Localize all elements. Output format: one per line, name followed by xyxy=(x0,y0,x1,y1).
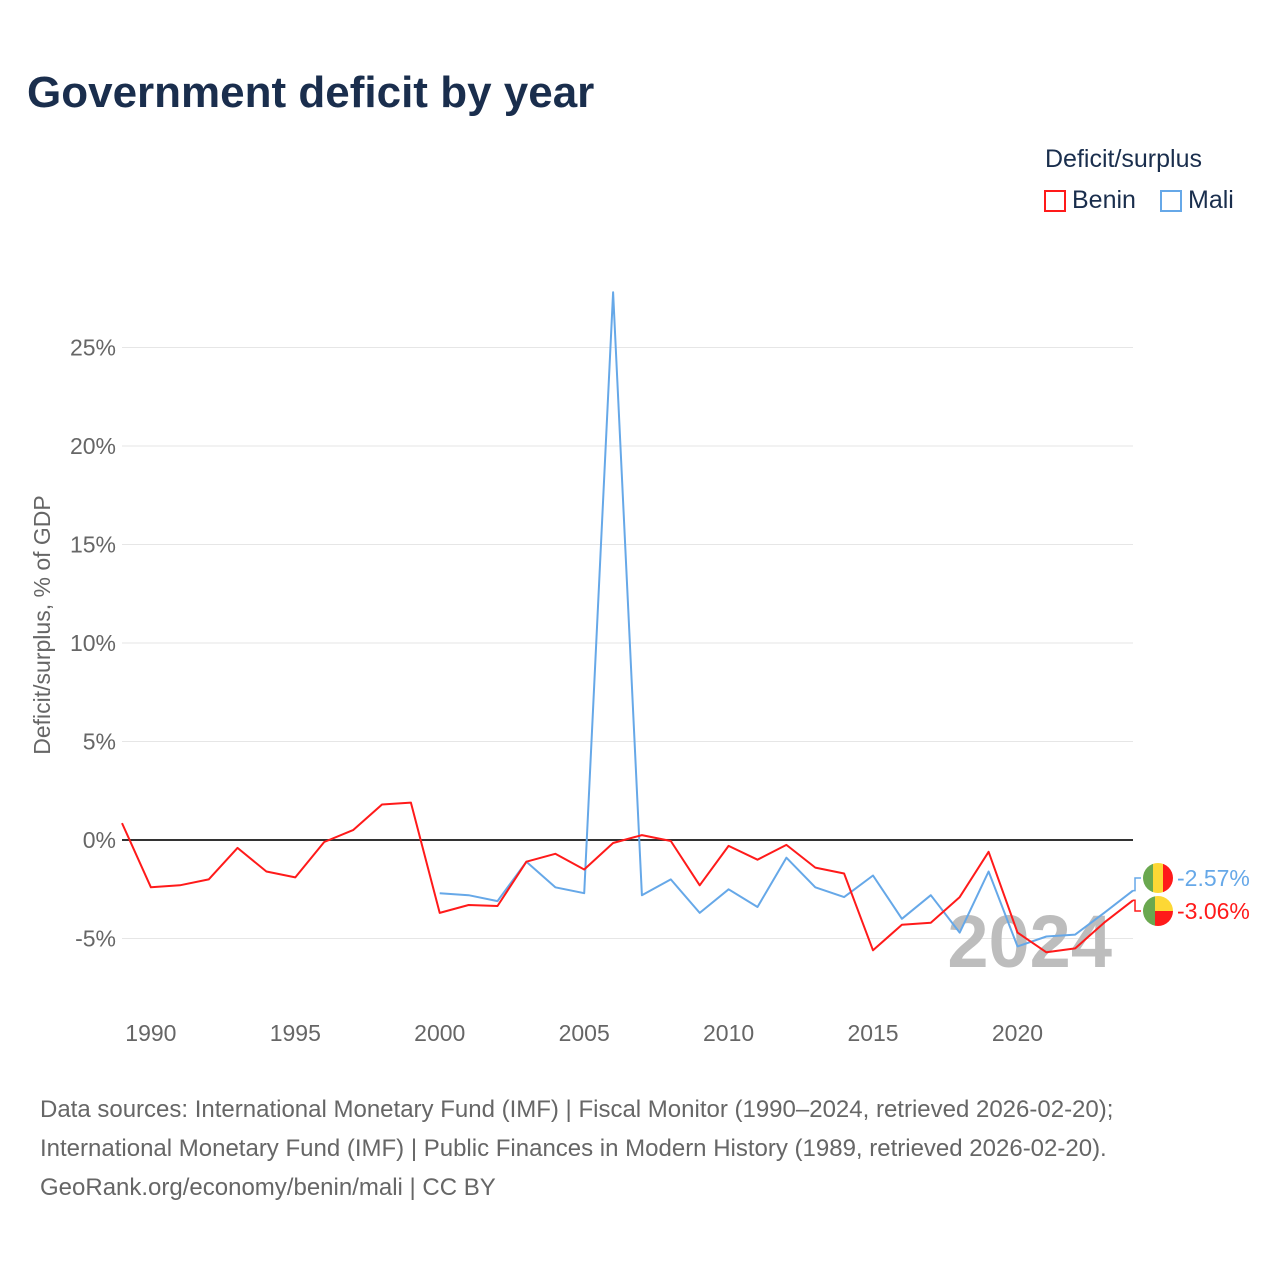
label-connector xyxy=(1133,899,1142,912)
legend-title: Deficit/surplus xyxy=(1045,145,1202,173)
legend-swatch-mali xyxy=(1160,189,1182,212)
mali-flag-icon xyxy=(1143,863,1173,893)
source-line-2: International Monetary Fund (IMF) | Publ… xyxy=(40,1135,1107,1162)
y-tick-label: 0% xyxy=(83,827,116,853)
source-line-1: Data sources: International Monetary Fun… xyxy=(40,1096,1114,1123)
x-tick-label: 1990 xyxy=(125,1020,176,1046)
x-tick-label: 2000 xyxy=(414,1020,465,1046)
series-line-benin xyxy=(121,801,1134,954)
legend-label-benin: Benin xyxy=(1072,186,1136,214)
legend-label-mali: Mali xyxy=(1188,186,1234,214)
end-label-mali: -2.57% xyxy=(1177,865,1250,891)
benin-flag-icon xyxy=(1143,896,1173,926)
footer: Data sources: International Monetary Fun… xyxy=(40,1090,1113,1207)
y-tick-label: 25% xyxy=(70,335,116,361)
x-tick-label: 2020 xyxy=(992,1020,1043,1046)
y-axis-label: Deficit/surplus, % of GDP xyxy=(29,495,55,754)
legend-item-benin[interactable]: Benin xyxy=(1044,186,1136,215)
x-tick-label: 2010 xyxy=(703,1020,754,1046)
y-tick-label: -5% xyxy=(75,926,116,952)
series-line-mali xyxy=(439,291,1134,948)
end-label-benin: -3.06% xyxy=(1177,898,1250,924)
y-tick-label: 15% xyxy=(70,532,116,558)
chart-title: Government deficit by year xyxy=(27,68,595,117)
legend-item-mali[interactable]: Mali xyxy=(1160,186,1234,215)
y-tick-label: 10% xyxy=(70,630,116,656)
label-connector xyxy=(1133,877,1142,892)
x-tick-label: 2015 xyxy=(847,1020,898,1046)
x-tick-label: 2005 xyxy=(559,1020,610,1046)
line-chart: -5% 0% 5% 10% 15% 20% 25% 1990 1995 2000 2005 2010 2… xyxy=(29,291,1250,1046)
source-link[interactable]: GeoRank.org/economy/benin/mali | CC BY xyxy=(40,1174,496,1201)
legend-swatch-benin xyxy=(1044,189,1066,212)
y-tick-label: 20% xyxy=(70,433,116,459)
y-tick-label: 5% xyxy=(83,729,116,755)
x-tick-label: 1995 xyxy=(270,1020,321,1046)
